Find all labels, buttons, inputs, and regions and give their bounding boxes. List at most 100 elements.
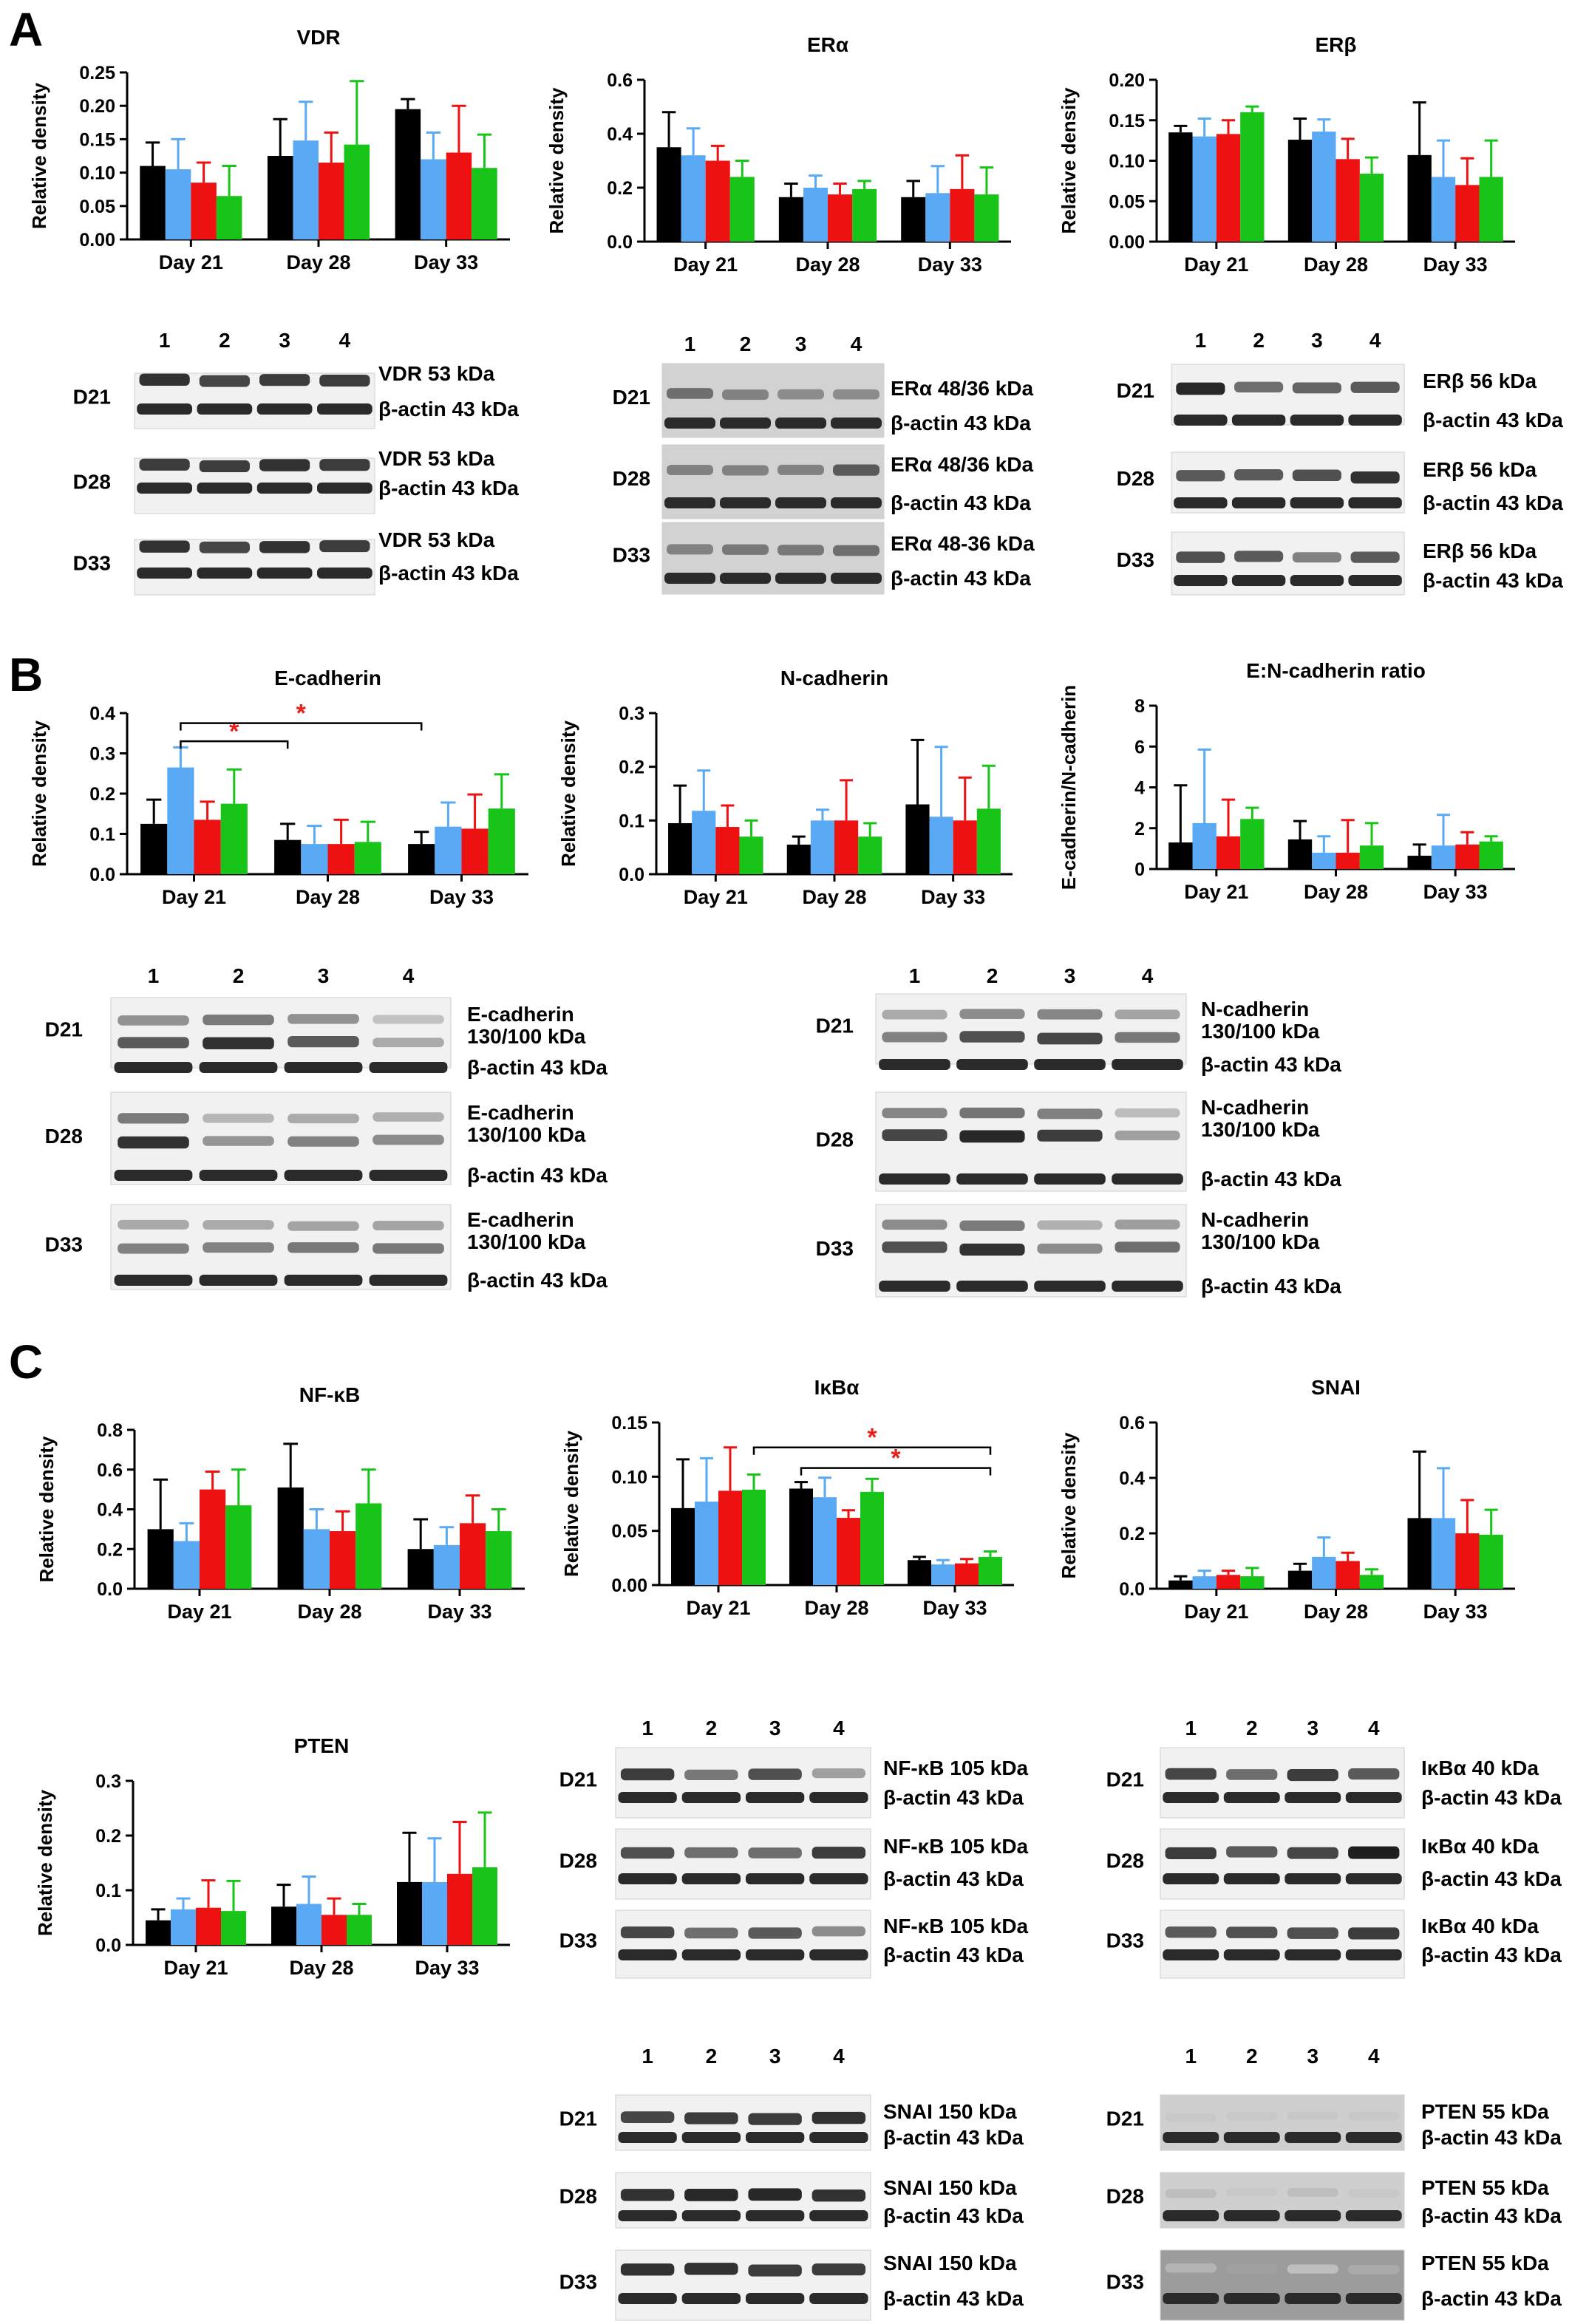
y-tick-label: 0.10 <box>611 1467 647 1488</box>
protein-band <box>1350 471 1400 484</box>
y-axis-label: Relative density <box>560 1430 582 1577</box>
bar <box>321 1915 347 1945</box>
x-tick-label: Day 33 <box>922 1597 987 1619</box>
bar <box>1192 1576 1217 1589</box>
bar <box>925 193 950 242</box>
bar <box>695 1502 718 1585</box>
protein-band <box>372 1221 444 1231</box>
bar <box>330 1531 356 1589</box>
bar <box>435 826 462 874</box>
y-tick-label: 0.2 <box>607 178 633 199</box>
actin-band <box>1223 1873 1280 1884</box>
significance-marker: * <box>891 1445 901 1473</box>
bar <box>171 1909 196 1945</box>
band-label: β-actin 43 kDa <box>1421 1943 1562 1966</box>
day-label: D33 <box>45 1233 83 1255</box>
bar <box>668 822 693 874</box>
y-tick-label: 0.4 <box>607 124 633 145</box>
bar <box>422 1881 447 1945</box>
actin-band <box>114 1062 193 1073</box>
chart-9: PTEN Relative density 0.0 0.1 0.2 0.3 Day 21 Da… <box>34 1734 510 1979</box>
protein-band <box>372 1243 444 1254</box>
x-tick-label: Day 28 <box>297 1601 361 1623</box>
protein-band <box>118 1113 189 1124</box>
bar <box>296 1904 321 1945</box>
bar <box>1287 1570 1313 1589</box>
bar <box>908 1560 931 1585</box>
bar <box>955 1563 979 1585</box>
blot-membrane <box>615 1747 871 1819</box>
x-tick-label: Day 33 <box>414 251 478 273</box>
bar <box>979 1556 1002 1585</box>
actin-band <box>681 1949 741 1960</box>
protein-band <box>811 1847 866 1859</box>
actin-band <box>681 2293 741 2304</box>
protein-band <box>882 1108 947 1119</box>
actin-band <box>1285 1873 1341 1884</box>
bar <box>1335 852 1360 869</box>
day-label: D21 <box>613 386 650 409</box>
actin-band <box>317 483 372 494</box>
y-tick-label: 0.00 <box>1109 232 1145 253</box>
actin-band <box>1223 2132 1280 2143</box>
protein-band <box>1348 2189 1400 2198</box>
actin-band <box>197 483 253 494</box>
chart-6: NF-κB Relative density 0.0 0.2 0.4 0.6 0.8 Day … <box>35 1383 525 1623</box>
blot-membrane <box>110 997 452 1069</box>
actin-band <box>809 1949 868 1960</box>
protein-band <box>372 1134 444 1145</box>
band-label: E-cadherin <box>467 1003 574 1026</box>
actin-band <box>879 1173 950 1185</box>
y-tick-label: 0.05 <box>79 197 115 217</box>
lane-number: 1 <box>1195 329 1207 352</box>
actin-band <box>681 2132 741 2143</box>
protein-band <box>620 2263 675 2276</box>
band-label: β-actin 43 kDa <box>467 1056 608 1079</box>
band-label: 130/100 kDa <box>1201 1020 1320 1043</box>
protein-band <box>203 1136 274 1146</box>
bar <box>277 1487 304 1589</box>
band-label: β-actin 43 kDa <box>378 562 519 585</box>
actin-band <box>1231 497 1286 508</box>
protein-band <box>811 1768 866 1779</box>
actin-band <box>1348 415 1402 426</box>
band-label: β-actin 43 kDa <box>1423 491 1563 514</box>
band-label: 130/100 kDa <box>467 1025 586 1048</box>
bar <box>860 1491 884 1585</box>
bar <box>1431 177 1456 242</box>
bar <box>421 159 446 239</box>
x-tick-label: Day 28 <box>1304 253 1368 276</box>
protein-band <box>778 545 824 556</box>
protein-band <box>203 1242 274 1253</box>
x-tick-label: Day 21 <box>686 1597 750 1619</box>
y-tick-label: 0.20 <box>1109 70 1145 91</box>
actin-band <box>809 1792 868 1803</box>
y-axis-label: Relative density <box>35 1436 58 1583</box>
bar <box>173 1541 200 1589</box>
protein-band <box>1287 2264 1338 2274</box>
protein-band <box>882 1129 947 1142</box>
y-tick-label: 0.6 <box>97 1460 123 1481</box>
protein-band <box>1165 2189 1217 2198</box>
actin-band <box>1174 497 1228 508</box>
y-tick-label: 0.15 <box>1109 111 1145 132</box>
actin-band <box>1174 575 1228 586</box>
bar <box>931 1564 955 1585</box>
actin-band <box>809 2293 868 2304</box>
lane-number: 2 <box>1246 1717 1258 1739</box>
bar <box>344 144 370 239</box>
bar <box>200 1489 226 1589</box>
protein-band <box>1165 1847 1217 1859</box>
actin-band <box>1034 1173 1106 1185</box>
significance-marker: * <box>229 718 239 746</box>
bar <box>1455 185 1480 242</box>
bar <box>1407 1518 1432 1589</box>
actin-band <box>775 418 826 429</box>
bar <box>486 1531 512 1589</box>
bar <box>778 197 803 242</box>
chart-2: ERβ Relative density 0.00 0.05 0.10 0.15 0.20 D… <box>1058 33 1515 276</box>
bar <box>901 197 926 242</box>
protein-band <box>882 1219 947 1230</box>
bar <box>810 820 834 874</box>
actin-band <box>1163 1949 1219 1960</box>
